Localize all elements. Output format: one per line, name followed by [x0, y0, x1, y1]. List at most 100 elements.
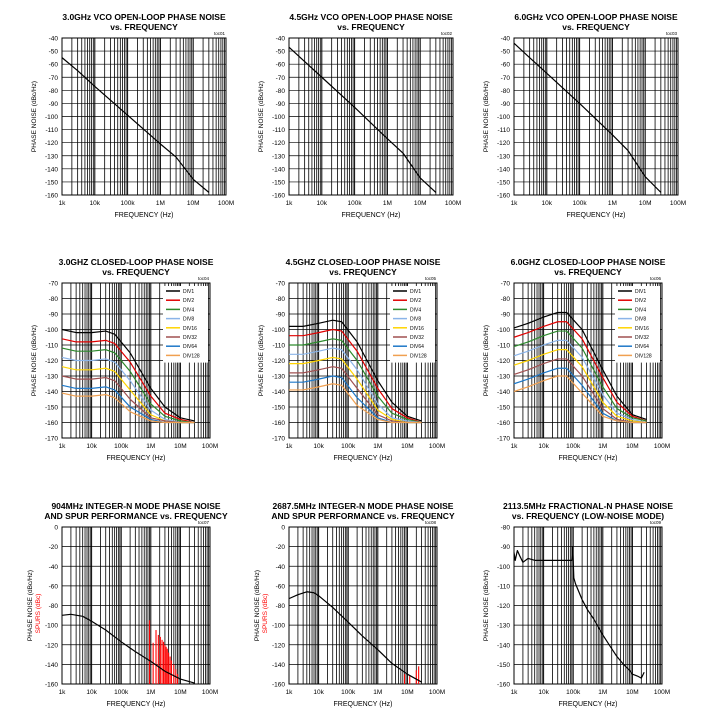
y-tick-label: -130 — [45, 153, 58, 160]
legend-label: DIV16 — [635, 326, 649, 332]
legend-label: DIV64 — [410, 344, 424, 350]
x-tick-label: 1M — [598, 689, 607, 696]
x-tick-label: 1k — [59, 689, 67, 696]
legend-box — [163, 286, 208, 363]
chart-title-line: vs. FREQUENCY — [337, 22, 405, 32]
y-tick-label: -170 — [497, 436, 510, 443]
x-tick-label: 10k — [86, 443, 97, 450]
y-tick-label: -40 — [501, 36, 511, 43]
y-tick-label: -60 — [49, 62, 59, 69]
y-tick-label: -140 — [497, 642, 510, 649]
y-tick-label: -120 — [45, 642, 58, 649]
y-tick-label: -110 — [45, 343, 58, 350]
x-tick-label: 10k — [542, 200, 553, 207]
x-tick-label: 10M — [639, 200, 652, 207]
y-tick-label: -100 — [272, 114, 285, 121]
y-axis-label: PHASE NOISE (dBc/Hz) — [31, 81, 38, 152]
series-line-div2 — [513, 321, 647, 422]
legend-label: DIV4 — [183, 307, 194, 313]
y-tick-label: -160 — [272, 193, 285, 200]
chart-grid — [288, 526, 437, 685]
y-tick-label: -90 — [276, 312, 286, 319]
y-tick-label: -100 — [272, 623, 285, 630]
y-tick-label: -120 — [45, 358, 58, 365]
series-line-div4 — [513, 330, 647, 422]
x-axis-label: FREQUENCY (Hz) — [559, 701, 618, 708]
y-tick-label: -160 — [45, 193, 58, 200]
plot-frame — [288, 37, 454, 196]
y-tick-label: -140 — [272, 166, 285, 173]
x-tick-label: 10M — [401, 443, 414, 450]
legend-label: DIV4 — [410, 307, 421, 313]
y-tick-label: -40 — [276, 564, 286, 571]
x-tick-label: 100M — [445, 200, 461, 207]
plot-frame — [288, 282, 438, 439]
y-tick-label: -140 — [45, 389, 58, 396]
x-tick-label: 10k — [86, 689, 97, 696]
series-line-div1 — [61, 613, 195, 684]
y-tick-label: -120 — [272, 358, 285, 365]
series-line-div128 — [61, 392, 195, 424]
x-tick-label: 100k — [341, 689, 356, 696]
x-tick-label: 100M — [429, 689, 445, 696]
series-line-div16 — [289, 356, 422, 424]
x-tick-label: 1M — [373, 689, 382, 696]
y-tick-label: -160 — [497, 193, 510, 200]
y-tick-label: -80 — [276, 296, 286, 303]
y-tick-label: -40 — [49, 564, 59, 571]
chart-tag: toc07 — [198, 520, 210, 525]
series-line-div1 — [61, 328, 195, 422]
legend-label: DIV4 — [635, 307, 646, 313]
series-line-div2 — [289, 328, 422, 424]
y-tick-label: -70 — [501, 75, 511, 82]
series-line-div32 — [61, 375, 195, 424]
y-tick-label: -90 — [49, 312, 59, 319]
x-tick-label: 100k — [341, 443, 356, 450]
y-tick-label: -80 — [49, 603, 59, 610]
y-tick-label: -110 — [272, 127, 285, 134]
y-tick-label: -120 — [497, 358, 510, 365]
y-tick-label: -140 — [272, 662, 285, 669]
x-tick-label: 100k — [114, 689, 129, 696]
series-line-div1 — [513, 42, 662, 193]
plot-frame — [61, 37, 227, 196]
chart-tag: toc02 — [441, 31, 453, 36]
chart-tag: toc09 — [650, 520, 662, 525]
y-tick-label: -90 — [49, 101, 59, 108]
y-tick-label: -80 — [276, 88, 286, 95]
y-tick-label: -120 — [272, 642, 285, 649]
legend-label: DIV2 — [183, 298, 194, 304]
y-axis-label: PHASE NOISE (dBc/Hz) — [27, 570, 34, 641]
y-tick-label: -20 — [276, 544, 286, 551]
chart-title-line: 3.0GHz VCO OPEN-LOOP PHASE NOISE — [62, 12, 226, 22]
x-tick-label: 100k — [566, 443, 581, 450]
y-tick-label: -100 — [497, 327, 510, 334]
y-tick-label: -140 — [272, 389, 285, 396]
x-tick-label: 1M — [146, 689, 155, 696]
chart-title-line: vs. FREQUENCY (LOW-NOISE MODE) — [512, 511, 664, 521]
y-tick-label: -100 — [497, 114, 510, 121]
chart-title-line: 6.0GHz VCO OPEN-LOOP PHASE NOISE — [514, 12, 678, 22]
x-tick-label: 1M — [608, 200, 617, 207]
chart-panel-8: 2687.5MHz INTEGER-N MODE PHASE NOISEAND … — [254, 501, 455, 708]
y-tick-label: -110 — [497, 127, 510, 134]
x-tick-label: 1k — [286, 443, 294, 450]
y-tick-label: -140 — [497, 166, 510, 173]
x-tick-label: 10M — [626, 689, 639, 696]
y-tick-label: -110 — [45, 127, 58, 134]
legend-label: DIV1 — [635, 289, 646, 295]
y-tick-label: -150 — [45, 179, 58, 186]
series-line-div1 — [289, 319, 422, 422]
y-tick-label: -130 — [497, 153, 510, 160]
y-tick-label: -90 — [276, 101, 286, 108]
plot-frame — [513, 282, 663, 439]
series-line-div64 — [289, 375, 422, 424]
y-tick-label: -90 — [501, 101, 511, 108]
